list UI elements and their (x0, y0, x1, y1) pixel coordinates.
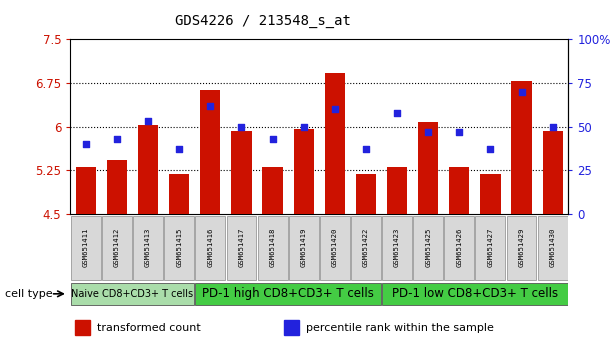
Bar (444, 216, 474, 280)
Bar (449, 167, 469, 214)
Text: GSM651411: GSM651411 (83, 228, 89, 268)
Bar (71, 282, 194, 305)
Bar (511, 81, 532, 214)
Text: GSM651422: GSM651422 (363, 228, 369, 268)
Bar (200, 90, 221, 214)
Text: GSM651420: GSM651420 (332, 228, 338, 268)
Text: GSM651412: GSM651412 (114, 228, 120, 268)
Bar (164, 216, 194, 280)
Point (486, 147, 496, 152)
Point (143, 119, 153, 124)
Bar (382, 282, 568, 305)
Bar (382, 216, 412, 280)
Text: cell type: cell type (5, 289, 53, 299)
Point (517, 89, 527, 95)
Point (548, 124, 558, 130)
Text: GSM651429: GSM651429 (519, 228, 525, 268)
Text: GSM651418: GSM651418 (269, 228, 276, 268)
Bar (475, 216, 505, 280)
Bar (507, 216, 536, 280)
Bar (351, 216, 381, 280)
Bar (413, 216, 443, 280)
Text: PD-1 high CD8+CD3+ T cells: PD-1 high CD8+CD3+ T cells (202, 287, 374, 300)
Point (268, 136, 277, 142)
Text: GSM651417: GSM651417 (238, 228, 244, 268)
Point (174, 147, 184, 152)
Bar (387, 167, 407, 214)
Bar (196, 216, 225, 280)
Point (299, 124, 309, 130)
Bar (538, 216, 568, 280)
Text: GSM651427: GSM651427 (488, 228, 494, 268)
Bar (75, 320, 90, 335)
Bar (133, 216, 163, 280)
Bar (543, 131, 563, 214)
Text: GSM651430: GSM651430 (550, 228, 555, 268)
Point (81, 141, 90, 147)
Bar (71, 216, 101, 280)
Text: percentile rank within the sample: percentile rank within the sample (307, 322, 494, 332)
Bar (289, 216, 318, 280)
Text: GSM651426: GSM651426 (456, 228, 463, 268)
Point (423, 129, 433, 135)
Bar (107, 160, 127, 214)
Text: Naive CD8+CD3+ T cells: Naive CD8+CD3+ T cells (71, 289, 194, 299)
Text: GSM651425: GSM651425 (425, 228, 431, 268)
Bar (284, 320, 299, 335)
Point (236, 124, 246, 130)
Bar (324, 73, 345, 214)
Point (330, 106, 340, 112)
Bar (232, 131, 252, 214)
Bar (418, 122, 438, 214)
Bar (263, 167, 283, 214)
Bar (76, 167, 96, 214)
Text: GSM651419: GSM651419 (301, 228, 307, 268)
Point (361, 147, 371, 152)
Text: PD-1 low CD8+CD3+ T cells: PD-1 low CD8+CD3+ T cells (392, 287, 558, 300)
Bar (356, 174, 376, 214)
Bar (169, 174, 189, 214)
Bar (102, 216, 132, 280)
Text: GSM651423: GSM651423 (394, 228, 400, 268)
Bar (196, 282, 381, 305)
Point (392, 110, 402, 115)
Text: transformed count: transformed count (97, 322, 201, 332)
Bar (138, 125, 158, 214)
Bar (227, 216, 257, 280)
Point (112, 136, 122, 142)
Point (205, 103, 215, 108)
Text: GSM651415: GSM651415 (176, 228, 182, 268)
Text: GDS4226 / 213548_s_at: GDS4226 / 213548_s_at (175, 14, 351, 28)
Bar (258, 216, 288, 280)
Bar (320, 216, 349, 280)
Bar (480, 174, 500, 214)
Text: GSM651416: GSM651416 (207, 228, 213, 268)
Text: GSM651413: GSM651413 (145, 228, 151, 268)
Bar (293, 129, 314, 214)
Point (455, 129, 464, 135)
